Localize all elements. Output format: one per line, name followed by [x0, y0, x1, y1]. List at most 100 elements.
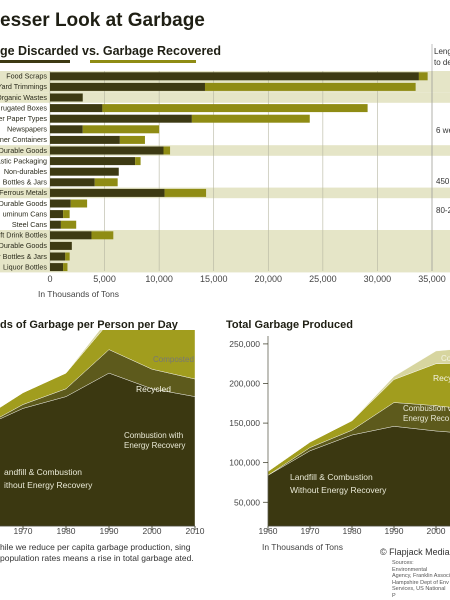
- category-label: Durable Goods: [0, 241, 47, 250]
- x-tick-label: 1980: [57, 526, 76, 536]
- category-label: er Paper Types: [0, 114, 47, 123]
- series-label-combustion: Combustion with: [124, 431, 183, 440]
- source-line: Agency, Franklin Associ: [392, 573, 450, 580]
- bar-discarded: [50, 221, 61, 229]
- source-line: Hampshire Dept of Env: [392, 580, 450, 587]
- bar-discarded: [50, 263, 63, 271]
- category-label: Durable Goods: [0, 146, 47, 155]
- category-label: Ferrous Metals: [0, 188, 47, 197]
- x-tick-label: 1990: [385, 526, 404, 536]
- bar-recovered: [135, 157, 140, 165]
- bar-discarded: [50, 104, 102, 112]
- x-tick-label: 1970: [14, 526, 33, 536]
- x-tick-label: 10,000: [145, 274, 173, 284]
- bar-recovered: [102, 104, 367, 112]
- category-label: Durable Goods: [0, 199, 47, 208]
- bar-discarded: [50, 178, 95, 186]
- series-label-landfill: Without Energy Recovery: [290, 485, 387, 495]
- source-line: Sources: Environmental: [392, 560, 450, 573]
- x-tick-label: 1990: [100, 526, 119, 536]
- bar-recovered: [63, 263, 67, 271]
- category-label: Bottles & Jars: [3, 178, 48, 187]
- x-tick-label: 15,000: [200, 274, 228, 284]
- bar-discarded: [50, 189, 165, 197]
- per-person-area-chart: 1970 1980 1990 2000 2010 andfill & Combustion…: [0, 330, 215, 545]
- bar-recovered: [164, 147, 171, 155]
- x-tick-label: 2010: [186, 526, 205, 536]
- discarded-vs-recovered-chart: 0 5,000 10,000 15,000 20,000 25,000 30,000 35,0…: [0, 0, 450, 300]
- y-tick-label: 100,000: [229, 458, 260, 468]
- category-label: astic Packaging: [0, 156, 47, 165]
- x-tick-label: 2000: [427, 526, 446, 536]
- category-label: Newspapers: [7, 125, 47, 134]
- bar-chart-xlabel: In Thousands of Tons: [38, 289, 119, 299]
- bar-recovered: [192, 115, 310, 123]
- category-label: Yard Trimmings: [0, 82, 47, 91]
- category-label: ft Drink Bottles: [0, 231, 47, 240]
- x-tick-label: 5,000: [93, 274, 116, 284]
- bar-discarded: [50, 200, 71, 208]
- bar-discarded: [50, 168, 119, 176]
- category-label: rugated Boxes: [1, 103, 48, 112]
- bar-discarded: [50, 253, 65, 261]
- bar-recovered: [61, 221, 76, 229]
- bar-recovered: [63, 210, 70, 218]
- series-label-landfill: Landfill & Combustion: [290, 472, 373, 482]
- bar-recovered: [95, 178, 118, 186]
- series-label-composted: Compo: [441, 354, 450, 363]
- bar-discarded: [50, 231, 91, 239]
- category-label: uminum Cans: [3, 209, 48, 218]
- source-line: Services, US National P: [392, 586, 450, 599]
- x-tick-label: 1970: [301, 526, 320, 536]
- series-label-recycled: Recycled: [136, 384, 171, 394]
- bar-discarded: [50, 125, 83, 133]
- bar-discarded: [50, 147, 164, 155]
- category-label: Liquor Bottles: [3, 262, 47, 271]
- x-tick-label: 1980: [343, 526, 362, 536]
- bar-discarded: [50, 83, 205, 91]
- total-area-chart: 50,000 100,000 150,000 200,000 250,000 1960 19…: [215, 330, 450, 545]
- bar-recovered: [71, 200, 87, 208]
- bar-recovered: [205, 83, 416, 91]
- x-tick-label: 2000: [143, 526, 162, 536]
- series-label-recycled: Recycl: [433, 373, 450, 383]
- category-label: Non-durables: [4, 167, 48, 176]
- category-label: ner Containers: [0, 135, 47, 144]
- x-tick-label: 35,000: [418, 274, 446, 284]
- credit: © Flapjack Media: [380, 547, 450, 557]
- y-tick-label: 150,000: [229, 418, 260, 428]
- bar-discarded: [50, 157, 135, 165]
- x-tick-label: 20,000: [255, 274, 283, 284]
- bar-recovered: [83, 125, 159, 133]
- category-label: r Bottles & Jars: [0, 252, 47, 261]
- bar-discarded: [50, 242, 72, 250]
- y-tick-label: 200,000: [229, 379, 260, 389]
- bar-recovered: [65, 253, 69, 261]
- x-tick-label: 0: [47, 274, 52, 284]
- bar-recovered: [419, 72, 428, 80]
- sources: Sources: Environmental Agency, Franklin A…: [392, 560, 450, 600]
- x-tick-label: 30,000: [364, 274, 392, 284]
- category-label: Food Scraps: [6, 72, 47, 81]
- x-tick-label: 1960: [259, 526, 278, 536]
- series-label-landfill: ithout Energy Recovery: [4, 480, 93, 490]
- bar-recovered: [91, 231, 113, 239]
- bar-discarded: [50, 136, 120, 144]
- bar-discarded: [50, 210, 63, 218]
- bar-discarded: [50, 72, 419, 80]
- category-label: Steel Cans: [12, 220, 48, 229]
- bar-discarded: [50, 94, 83, 102]
- total-chart-xlabel: In Thousands of Tons: [262, 542, 343, 552]
- footnote: hile we reduce per capita garbage produc…: [0, 542, 205, 563]
- bar-recovered: [120, 136, 145, 144]
- series-label-combustion: Energy Recovery: [124, 441, 185, 450]
- bar-discarded: [50, 115, 192, 123]
- bar-recovered: [165, 189, 206, 197]
- y-tick-label: 250,000: [229, 339, 260, 349]
- series-label-combustion: Combustion with: [403, 404, 450, 413]
- series-label-landfill: andfill & Combustion: [4, 467, 82, 477]
- y-tick-label: 50,000: [234, 497, 260, 507]
- series-label-combustion: Energy Reco: [403, 414, 450, 423]
- x-tick-label: 25,000: [309, 274, 337, 284]
- series-label-composted: Composted: [153, 355, 194, 364]
